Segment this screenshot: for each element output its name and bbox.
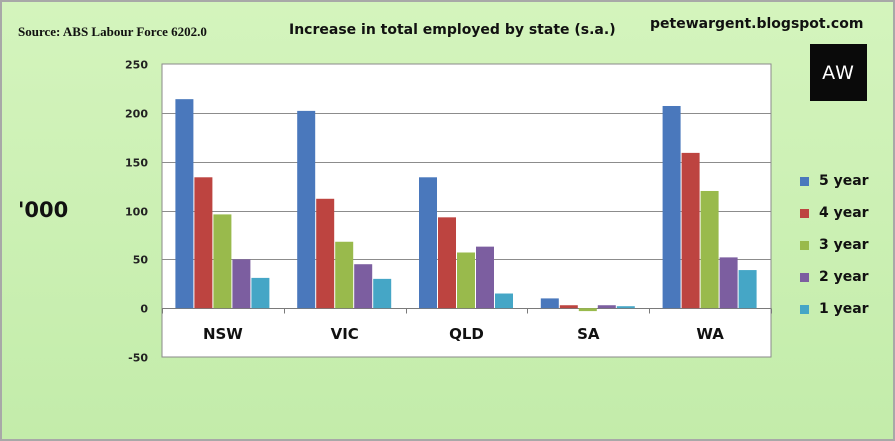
bar — [476, 246, 494, 309]
site-url: petewargent.blogspot.com — [650, 16, 864, 32]
aw-logo: AW — [810, 44, 867, 101]
legend-label: 2 year — [819, 269, 869, 285]
bar — [297, 110, 316, 309]
legend-swatch — [800, 272, 809, 282]
legend-label: 4 year — [819, 205, 869, 221]
y-axis-unit-label: '000 — [18, 198, 69, 222]
bar — [681, 152, 700, 309]
bar — [373, 278, 392, 309]
bar — [719, 257, 738, 309]
bar — [700, 190, 719, 309]
x-tick-label: SA — [577, 325, 600, 343]
x-tick-label: VIC — [331, 325, 359, 343]
bar — [354, 264, 373, 309]
bar — [495, 293, 513, 309]
x-tick-label: NSW — [203, 325, 243, 343]
logo-text: AW — [822, 61, 855, 84]
bar — [419, 177, 437, 309]
bar — [213, 214, 232, 309]
source-label: Source: ABS Labour Force 6202.0 — [18, 24, 207, 39]
legend-label: 3 year — [819, 237, 869, 253]
bar — [438, 217, 456, 309]
legend-item: 2 year — [800, 261, 869, 293]
x-tick-label: WA — [696, 325, 724, 343]
bar — [662, 105, 681, 309]
legend: 5 year 4 year 3 year 2 year 1 year — [800, 165, 869, 325]
legend-label: 1 year — [819, 301, 869, 317]
bar — [597, 305, 616, 309]
x-tick-label: QLD — [449, 325, 484, 343]
bar — [738, 270, 757, 309]
legend-swatch — [800, 240, 809, 250]
bar — [616, 306, 635, 309]
bar — [175, 99, 194, 309]
bar — [251, 277, 270, 309]
y-tick-label: 150 — [125, 157, 148, 170]
chart-title: Increase in total employed by state (s.a… — [289, 22, 616, 38]
bar — [559, 305, 578, 309]
legend-item: 1 year — [800, 293, 869, 325]
bar — [232, 259, 251, 309]
y-tick-label: 250 — [125, 59, 148, 72]
y-tick-label: 200 — [125, 108, 148, 121]
legend-item: 4 year — [800, 197, 869, 229]
bar — [335, 241, 354, 309]
bar — [457, 252, 475, 309]
legend-swatch — [800, 208, 809, 218]
y-tick-label: -50 — [128, 352, 148, 365]
legend-label: 5 year — [819, 173, 869, 189]
legend-swatch — [800, 304, 809, 314]
legend-item: 3 year — [800, 229, 869, 261]
legend-swatch — [800, 176, 809, 186]
bar — [540, 298, 559, 309]
legend-item: 5 year — [800, 165, 869, 197]
y-tick-label: 100 — [125, 206, 148, 219]
bar — [578, 308, 597, 312]
y-tick-label: 50 — [133, 254, 149, 267]
bar — [194, 177, 213, 309]
bar — [316, 198, 335, 309]
y-tick-label: 0 — [140, 303, 148, 316]
